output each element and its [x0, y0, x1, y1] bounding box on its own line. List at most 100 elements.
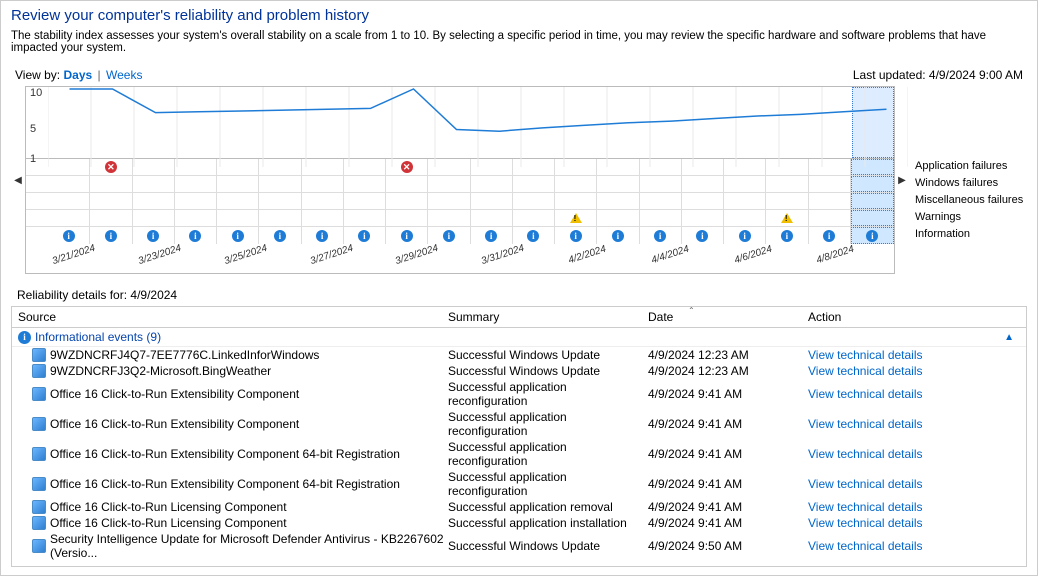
table-row[interactable]: Office 16 Click-to-Run Extensibility Com…: [12, 409, 1026, 439]
grid-cell[interactable]: [766, 210, 808, 226]
grid-cell[interactable]: [386, 176, 428, 192]
label-warnings: Warnings: [915, 208, 1027, 225]
grid-cell[interactable]: [809, 193, 851, 209]
grid-cell[interactable]: [344, 210, 386, 226]
grid-cell[interactable]: [682, 193, 724, 209]
view-technical-details-link[interactable]: View technical details: [808, 500, 923, 514]
grid-cell[interactable]: [386, 193, 428, 209]
grid-cell[interactable]: [851, 210, 894, 226]
grid-cell[interactable]: [724, 210, 766, 226]
grid-cell[interactable]: [513, 176, 555, 192]
grid-cell[interactable]: [640, 210, 682, 226]
chart-prev-arrow[interactable]: ◀: [11, 86, 25, 274]
grid-cell[interactable]: [48, 193, 90, 209]
table-row[interactable]: Office 16 Click-to-Run Extensibility Com…: [12, 469, 1026, 499]
grid-cell[interactable]: [175, 176, 217, 192]
table-row[interactable]: Security Intelligence Update for Microso…: [12, 531, 1026, 561]
grid-cell[interactable]: [344, 176, 386, 192]
grid-cell[interactable]: [809, 176, 851, 192]
view-technical-details-link[interactable]: View technical details: [808, 447, 923, 461]
grid-cell[interactable]: [513, 210, 555, 226]
table-row[interactable]: 9WZDNCRFJ4Q7-7EE7776C.LinkedInforWindows…: [12, 347, 1026, 363]
grid-cell[interactable]: [344, 193, 386, 209]
grid-cell[interactable]: [809, 210, 851, 226]
view-technical-details-link[interactable]: View technical details: [808, 539, 923, 553]
info-icon: i: [527, 230, 539, 242]
grid-cell[interactable]: [471, 210, 513, 226]
grid-cell[interactable]: [851, 176, 894, 192]
grid-cell[interactable]: [766, 176, 808, 192]
grid-cell[interactable]: [175, 210, 217, 226]
grid-cell[interactable]: [386, 210, 428, 226]
view-technical-details-link[interactable]: View technical details: [808, 348, 923, 362]
grid-cell[interactable]: [217, 210, 259, 226]
grid-cell[interactable]: [555, 210, 597, 226]
grid-cell[interactable]: [682, 210, 724, 226]
app-icon: [32, 477, 46, 491]
grid-cell[interactable]: [471, 176, 513, 192]
grid-cell[interactable]: [133, 176, 175, 192]
grid-cell[interactable]: [597, 176, 639, 192]
grid-cell[interactable]: [259, 193, 301, 209]
grid-cell[interactable]: [133, 210, 175, 226]
date-label: 3/31/2024: [478, 237, 529, 278]
stability-graph[interactable]: 10 5 1: [26, 87, 894, 159]
stability-line-svg: [48, 87, 908, 167]
view-technical-details-link[interactable]: View technical details: [808, 477, 923, 491]
view-technical-details-link[interactable]: View technical details: [808, 417, 923, 431]
table-row[interactable]: Office 16 Click-to-Run Extensibility Com…: [12, 379, 1026, 409]
view-by-days-link[interactable]: Days: [63, 68, 92, 82]
col-summary[interactable]: Summary: [448, 310, 648, 324]
view-by-weeks-link[interactable]: Weeks: [106, 68, 142, 82]
grid-cell[interactable]: [175, 193, 217, 209]
grid-cell[interactable]: [90, 210, 132, 226]
date-label: [94, 238, 142, 278]
grid-cell[interactable]: [766, 193, 808, 209]
grid-cell[interactable]: [302, 193, 344, 209]
grid-cell[interactable]: [471, 193, 513, 209]
grid-cell[interactable]: [640, 176, 682, 192]
grid-cell[interactable]: [302, 210, 344, 226]
grid-cell[interactable]: [851, 193, 894, 209]
grid-cell[interactable]: [259, 210, 301, 226]
grid-cell[interactable]: [640, 193, 682, 209]
grid-cell[interactable]: [90, 176, 132, 192]
col-action[interactable]: Action: [808, 310, 1020, 324]
date-label: 3/21/2024: [49, 237, 100, 278]
view-technical-details-link[interactable]: View technical details: [808, 387, 923, 401]
grid-row-3: [26, 210, 894, 227]
table-row[interactable]: 9WZDNCRFJ3Q2-Microsoft.BingWeatherSucces…: [12, 363, 1026, 379]
grid-cell[interactable]: [90, 193, 132, 209]
grid-cell[interactable]: [555, 176, 597, 192]
table-row[interactable]: Office 16 Click-to-Run Licensing Compone…: [12, 499, 1026, 515]
grid-cell[interactable]: [217, 193, 259, 209]
row-date: 4/9/2024 9:41 AM: [648, 387, 808, 401]
table-row[interactable]: Office 16 Click-to-Run Extensibility Com…: [12, 439, 1026, 469]
info-icon: i: [612, 230, 624, 242]
grid-cell[interactable]: [217, 176, 259, 192]
grid-cell[interactable]: [724, 193, 766, 209]
grid-cell[interactable]: [555, 193, 597, 209]
date-label: 4/2/2024: [564, 238, 612, 278]
view-technical-details-link[interactable]: View technical details: [808, 364, 923, 378]
group-informational[interactable]: i Informational events (9) ▲: [12, 328, 1026, 347]
grid-cell[interactable]: [302, 176, 344, 192]
event-grid[interactable]: ✕✕iiiiiiiiiiiiiiiiiiii: [26, 159, 894, 244]
view-technical-details-link[interactable]: View technical details: [808, 516, 923, 530]
grid-cell[interactable]: [428, 176, 470, 192]
grid-cell[interactable]: [724, 176, 766, 192]
grid-cell[interactable]: [133, 193, 175, 209]
grid-cell[interactable]: [48, 176, 90, 192]
grid-cell[interactable]: [428, 193, 470, 209]
grid-cell[interactable]: [428, 210, 470, 226]
grid-cell[interactable]: [513, 193, 555, 209]
table-row[interactable]: Office 16 Click-to-Run Licensing Compone…: [12, 515, 1026, 531]
grid-cell[interactable]: [259, 176, 301, 192]
grid-cell[interactable]: [48, 210, 90, 226]
col-date[interactable]: Date⌃: [648, 310, 808, 324]
col-source[interactable]: Source: [18, 310, 448, 324]
grid-cell[interactable]: [597, 210, 639, 226]
collapse-chevron-icon[interactable]: ▲: [1004, 332, 1014, 343]
grid-cell[interactable]: [597, 193, 639, 209]
grid-cell[interactable]: [682, 176, 724, 192]
